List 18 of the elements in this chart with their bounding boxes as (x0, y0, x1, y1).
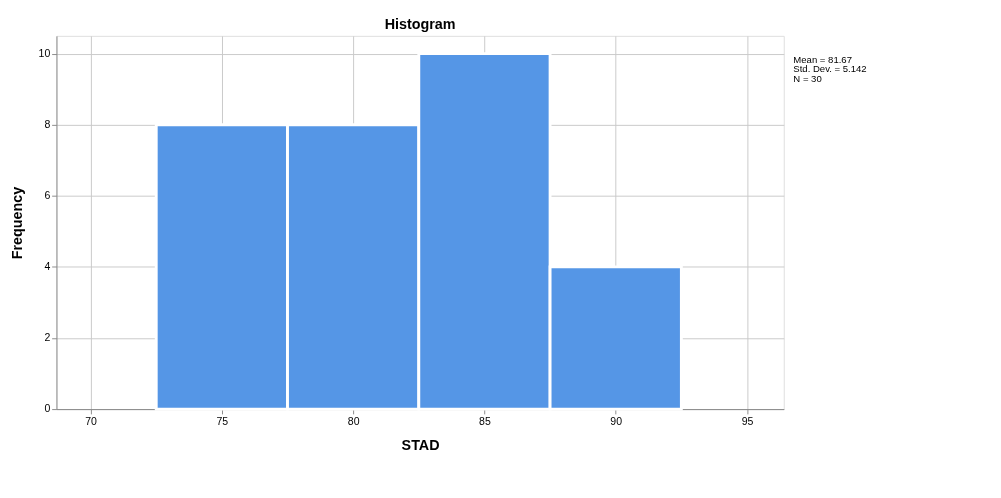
x-tick-label: 70 (85, 414, 98, 427)
y-axis-title: Frequency (9, 186, 26, 260)
y-tick-label: 6 (44, 189, 51, 202)
text: N = 30 (793, 72, 822, 84)
x-tick-label: 80 (347, 414, 360, 427)
text: Std. Dev. = 5.142 (793, 63, 867, 75)
chart-title: Histogram (384, 16, 456, 33)
y-tick-label: 0 (44, 402, 51, 415)
text: Mean = 81.67 (793, 53, 852, 65)
x-tick-label: 90 (610, 414, 623, 427)
x-tick-label: 85 (479, 414, 491, 427)
y-tick-label: 2 (44, 331, 51, 344)
x-tick-label: 95 (741, 414, 754, 427)
y-tick-label: 10 (38, 47, 51, 60)
y-tick-label: 4 (44, 260, 51, 273)
x-tick-label: 75 (216, 414, 229, 427)
y-tick-label: 8 (44, 118, 51, 131)
x-axis-title: STAD (401, 436, 440, 453)
